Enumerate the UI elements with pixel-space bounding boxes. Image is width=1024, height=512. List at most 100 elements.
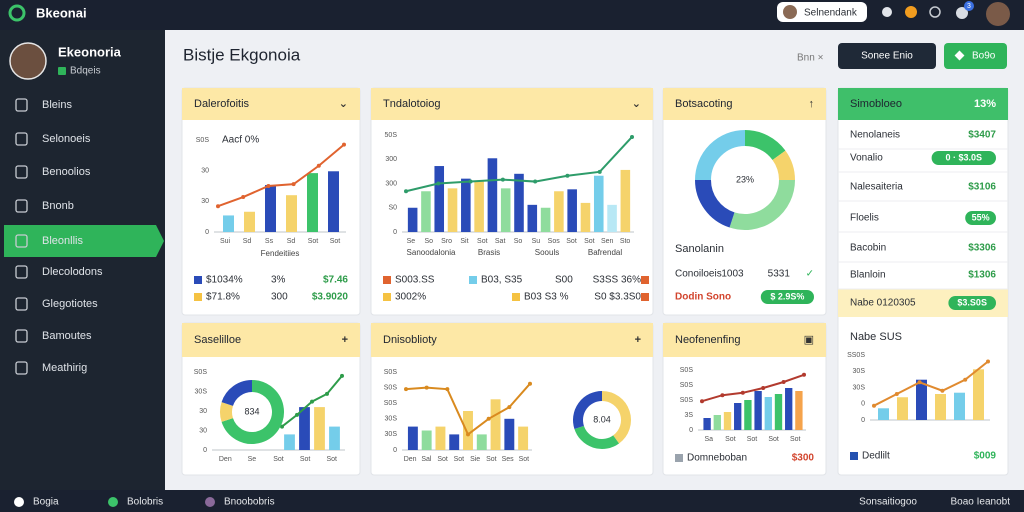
footer-link[interactable]: Bolobris — [127, 497, 163, 508]
donut-segment — [221, 380, 284, 444]
card-action[interactable]: ⌄ — [632, 98, 641, 110]
trend-point — [466, 432, 470, 437]
secondary-button-text[interactable]: Bo9o — [972, 51, 996, 62]
trend-line — [873, 360, 989, 407]
y-tick-label: 30S — [195, 388, 208, 395]
legend-text: B03, S35 — [481, 275, 523, 286]
notify-badge-text: 3 — [967, 3, 971, 10]
x-tick-label: Sot — [747, 436, 758, 443]
bar — [474, 181, 484, 232]
bar — [299, 407, 310, 450]
card-header — [371, 88, 653, 120]
footer-link[interactable]: Boao Ieanobt — [951, 497, 1011, 508]
x-tick-label: Sro — [441, 238, 452, 245]
card-action[interactable]: + — [342, 334, 348, 346]
search-avatar — [783, 5, 797, 19]
card-action[interactable]: ▣ — [804, 334, 814, 346]
icon-alert[interactable] — [905, 6, 917, 18]
profile-avatar — [9, 42, 47, 80]
trend-point — [963, 377, 968, 382]
y-tick-label: 30S — [853, 368, 866, 375]
bar — [734, 403, 742, 430]
search-pill[interactable] — [777, 2, 867, 22]
legend-text: ✓ — [806, 269, 814, 280]
legend-text: Dodin Sono — [675, 292, 731, 303]
footer-link[interactable]: Sonsaitiogoo — [859, 497, 917, 508]
x-tick-label: Ses — [502, 456, 515, 463]
nav-item[interactable]: Benoolios — [42, 166, 91, 178]
card-title: Tndalotoiog — [383, 98, 441, 110]
bar — [935, 394, 946, 420]
legend-chip — [675, 454, 683, 462]
primary-button[interactable] — [838, 43, 936, 69]
bar — [284, 434, 295, 450]
x-tick-label: Sot — [566, 238, 577, 245]
card-subtitle: Nabe SUS — [850, 331, 902, 343]
y-tick-label: 30 — [201, 168, 209, 175]
y-tick-label: 0 — [861, 401, 865, 408]
nav-item[interactable]: Selonoeis — [42, 133, 91, 145]
trend-point — [404, 387, 408, 392]
legend-text: 5331 — [768, 269, 791, 280]
trend-point — [266, 184, 271, 188]
x-tick-label: So — [424, 238, 433, 245]
bar — [764, 397, 772, 430]
bar — [223, 215, 234, 232]
x-tick-label: Sot — [326, 456, 337, 463]
y-tick-label: 30 — [199, 427, 207, 434]
trend-point — [740, 390, 745, 395]
legend-chip — [469, 276, 477, 284]
legend-text: Domneboban — [687, 453, 747, 464]
legend-text: S3SS 36% — [593, 275, 641, 286]
value-pill — [760, 290, 814, 304]
secondary-button[interactable] — [944, 43, 1007, 69]
x-tick-label: Se — [248, 456, 257, 463]
icon-clock[interactable] — [929, 6, 941, 18]
legend-text: $3306 — [968, 243, 996, 254]
bar — [878, 408, 889, 420]
icon-notify[interactable] — [956, 7, 968, 19]
y-tick-label: 300 — [385, 180, 397, 187]
trend-point — [468, 179, 473, 184]
x-tick-label: Sot — [584, 238, 595, 245]
x-tick-label: Sot — [725, 436, 736, 443]
close-link[interactable]: Bnn × — [797, 53, 824, 64]
bar — [244, 211, 255, 232]
card-action[interactable]: ↑ — [809, 98, 815, 110]
icon-help[interactable] — [882, 7, 892, 17]
nav-item[interactable]: Bleonllis — [42, 235, 83, 247]
trend-point — [241, 195, 246, 200]
x-tick-label: Sat — [495, 238, 506, 245]
footer-link[interactable]: Bnoobobris — [224, 497, 275, 508]
card-action[interactable]: ⌄ — [339, 98, 348, 110]
primary-button-text[interactable]: Sonee Enio — [861, 51, 913, 62]
legend-text: Conoiloeis — [675, 269, 722, 280]
search-text[interactable]: Selnendank — [804, 8, 858, 19]
donut-center: 23% — [736, 174, 754, 184]
x-group-label: Soouls — [535, 248, 559, 257]
trend-line — [405, 136, 633, 193]
nav-item[interactable]: Meathirig — [42, 362, 87, 374]
bar — [329, 426, 340, 450]
nav-item[interactable]: Dlecolodons — [42, 266, 103, 278]
nav-item[interactable]: Bamoutes — [42, 330, 92, 342]
card-action[interactable]: + — [635, 334, 641, 346]
y-tick-label: S0S — [680, 397, 694, 404]
nav-icon — [15, 234, 28, 248]
card-title: Dnisoblioty — [383, 334, 437, 346]
user-avatar[interactable] — [986, 2, 1010, 26]
x-tick-label: Su — [532, 238, 541, 245]
card-action[interactable]: 13% — [974, 98, 996, 110]
card-title: Simobloeo — [850, 98, 902, 110]
y-tick-label: 30S — [385, 431, 398, 438]
bar — [518, 426, 529, 450]
y-tick-label: S0S — [680, 367, 694, 374]
x-tick-label: Sot — [437, 456, 448, 463]
legend-text: $71.8% — [206, 292, 240, 303]
nav-item[interactable]: Bleins — [42, 99, 72, 111]
nav-item[interactable]: Bnonb — [42, 200, 74, 212]
footer-link[interactable]: Bogia — [33, 497, 59, 508]
legend-chip — [850, 452, 858, 460]
y-tick-label: 0 — [393, 229, 397, 236]
nav-item[interactable]: Glegotiotes — [42, 298, 98, 310]
